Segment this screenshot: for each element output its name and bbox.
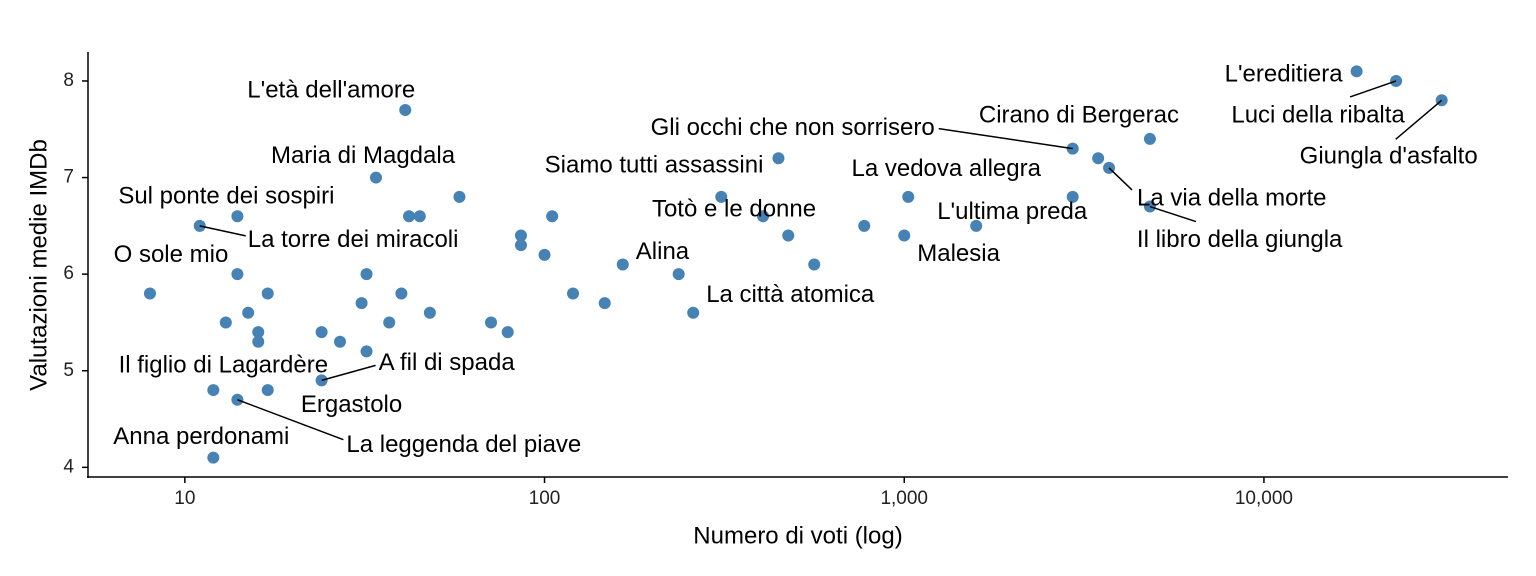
point (333, 335, 346, 348)
point (252, 326, 265, 339)
point (207, 384, 220, 397)
leader-line (237, 399, 344, 441)
leader-line (199, 225, 246, 237)
point (672, 268, 685, 281)
x-tick-label: 10,000 (1235, 488, 1293, 509)
point-label: O sole mio (114, 241, 229, 268)
point-label: L'ereditiera (1225, 61, 1344, 88)
point (242, 306, 255, 319)
point (538, 248, 551, 261)
point (514, 239, 527, 252)
point-label: Alina (636, 238, 690, 265)
point-label: Maria di Magdala (271, 142, 456, 169)
point-label: L'ultima preda (937, 198, 1088, 225)
point (1143, 132, 1156, 145)
y-tick-label: 4 (63, 456, 74, 477)
leader-line (1395, 99, 1443, 140)
point-label: La via della morte (1137, 184, 1326, 211)
leader-line (1108, 167, 1133, 191)
point (252, 335, 265, 348)
point (143, 287, 156, 300)
point (261, 287, 274, 300)
point (261, 384, 274, 397)
point (514, 229, 527, 242)
point (231, 268, 244, 281)
point-label: Anna perdonami (113, 423, 289, 450)
point (858, 219, 871, 232)
point-label: La vedova allegra (852, 155, 1042, 182)
point (399, 103, 412, 116)
point (598, 297, 611, 310)
x-tick-label: 100 (529, 488, 561, 509)
leader-line (321, 364, 376, 382)
x-tick-label: 1,000 (880, 488, 928, 509)
y-tick-label: 7 (63, 167, 74, 188)
point-label: Siamo tutti assassini (545, 152, 764, 179)
leader-line (938, 127, 1073, 150)
point-label: Sul ponte dei sospiri (118, 183, 334, 210)
point (970, 219, 983, 232)
point (687, 306, 700, 319)
point (360, 268, 373, 281)
point-label: Ergastolo (301, 391, 402, 418)
point (782, 229, 795, 242)
point (898, 229, 911, 242)
point-label: Cirano di Bergerac (979, 101, 1179, 128)
y-tick-label: 8 (63, 70, 74, 91)
point-label: La torre dei miracoli (248, 226, 459, 253)
point-label: L'età dell'amore (247, 76, 415, 103)
point (231, 210, 244, 223)
point (715, 190, 728, 203)
point-label: Malesia (917, 240, 1000, 267)
leader-line (1149, 205, 1197, 223)
point-label: Il libro della giungla (1137, 226, 1343, 253)
leader-line (1349, 80, 1397, 98)
point (567, 287, 580, 300)
point (757, 210, 770, 223)
point (360, 345, 373, 358)
x-tick-label: 10 (174, 488, 195, 509)
y-tick-label: 6 (63, 263, 74, 284)
point-label: Gli occhi che non sorrisero (651, 114, 935, 141)
point (403, 210, 416, 223)
point (772, 152, 785, 165)
point (355, 297, 368, 310)
point (1092, 152, 1105, 165)
point (423, 306, 436, 319)
point-label: Totò e le donne (652, 196, 816, 223)
point (453, 190, 466, 203)
point (485, 316, 498, 329)
point-label: Il figlio di Lagardère (119, 351, 328, 378)
point (808, 258, 821, 271)
point (395, 287, 408, 300)
point (546, 210, 559, 223)
point (219, 316, 232, 329)
point (207, 451, 220, 464)
point (1066, 190, 1079, 203)
point-label: A fil di spada (379, 349, 516, 376)
point (370, 171, 383, 184)
point (1350, 65, 1363, 78)
x-axis-title: Numero di voti (log) (693, 522, 902, 549)
y-tick-label: 5 (63, 360, 74, 381)
point (616, 258, 629, 271)
point (902, 190, 915, 203)
point-label: Giungla d'asfalto (1300, 143, 1478, 170)
point (501, 326, 514, 339)
point-label: La città atomica (706, 281, 875, 308)
y-axis-title: Valutazioni medie IMDb (25, 139, 52, 391)
point-label: Luci della ribalta (1231, 101, 1405, 128)
point (315, 326, 328, 339)
point-label: La leggenda del piave (346, 431, 581, 458)
point (413, 210, 426, 223)
point (383, 316, 396, 329)
